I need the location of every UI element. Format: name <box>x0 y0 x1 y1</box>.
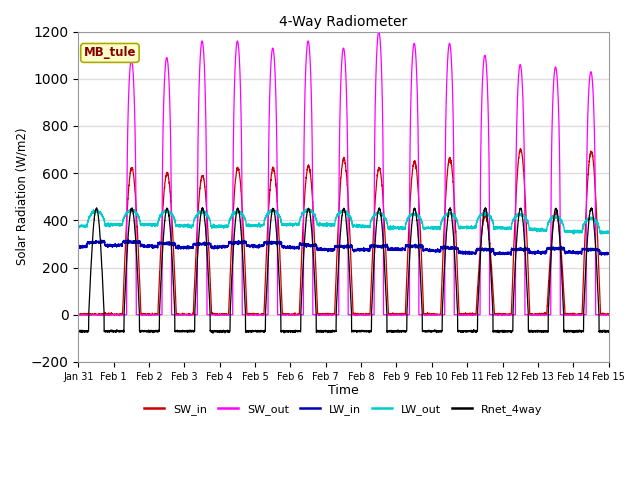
LW_out <box>383 216 390 222</box>
X-axis label: Time: Time <box>328 384 359 397</box>
LW_in <box>559 246 566 252</box>
SW_in <box>559 274 567 279</box>
SW_out <box>413 69 420 74</box>
LW_out <box>192 213 200 219</box>
Rnet_4way <box>383 300 390 306</box>
SW_in <box>383 260 390 266</box>
Rnet_4way <box>545 309 552 315</box>
LW_out <box>544 219 552 225</box>
SW_in <box>413 168 420 174</box>
Rnet_4way <box>516 206 524 212</box>
LW_in <box>125 237 132 243</box>
SW_in <box>74 312 82 318</box>
LW_in <box>383 243 390 249</box>
LW_in <box>516 247 524 252</box>
SW_out <box>74 312 82 318</box>
Line: SW_in: SW_in <box>78 148 640 315</box>
Line: SW_out: SW_out <box>78 32 640 315</box>
SW_in <box>192 255 200 261</box>
Rnet_4way <box>198 205 206 211</box>
Rnet_4way <box>74 328 82 334</box>
SW_in <box>545 284 552 289</box>
LW_out <box>516 211 524 217</box>
SW_in <box>75 312 83 318</box>
Title: 4-Way Radiometer: 4-Way Radiometer <box>279 15 408 29</box>
SW_out <box>383 312 390 318</box>
SW_in <box>516 147 524 153</box>
Text: MB_tule: MB_tule <box>84 47 136 60</box>
Line: LW_in: LW_in <box>78 240 640 257</box>
LW_out <box>597 231 605 237</box>
Rnet_4way <box>413 216 420 222</box>
Line: Rnet_4way: Rnet_4way <box>78 208 640 333</box>
SW_out <box>375 29 383 35</box>
Rnet_4way <box>192 293 200 299</box>
Legend: SW_in, SW_out, LW_in, LW_out, Rnet_4way: SW_in, SW_out, LW_in, LW_out, Rnet_4way <box>140 399 547 419</box>
LW_out <box>413 212 420 218</box>
LW_out <box>74 223 82 229</box>
Y-axis label: Solar Radiation (W/m2): Solar Radiation (W/m2) <box>15 128 28 265</box>
Rnet_4way <box>209 330 217 336</box>
SW_in <box>516 145 524 151</box>
LW_in <box>544 246 552 252</box>
Line: LW_out: LW_out <box>78 209 640 234</box>
SW_out <box>192 312 200 318</box>
SW_out <box>516 62 524 68</box>
LW_out <box>559 221 566 227</box>
Rnet_4way <box>559 296 567 301</box>
SW_out <box>559 312 566 318</box>
LW_out <box>304 206 312 212</box>
LW_in <box>636 254 640 260</box>
LW_in <box>74 244 82 250</box>
SW_out <box>544 312 552 318</box>
LW_in <box>192 241 200 247</box>
LW_in <box>413 243 420 249</box>
